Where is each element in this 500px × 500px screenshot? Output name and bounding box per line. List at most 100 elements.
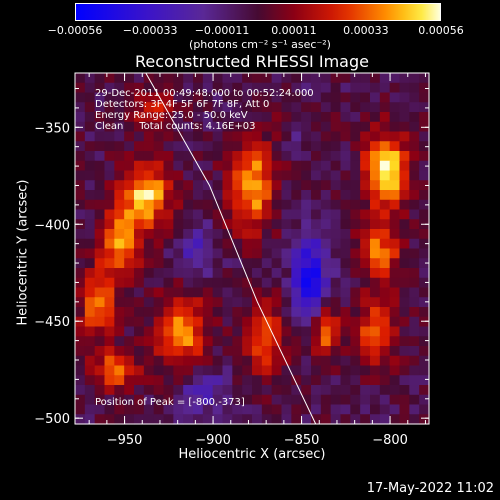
heatmap-cell [222,385,233,396]
heatmap-cell [261,414,273,425]
heatmap-cell [193,297,204,308]
heatmap-cell [173,92,184,103]
heatmap-cell [114,82,125,94]
heatmap-cell [379,82,391,94]
heatmap-cell [409,414,420,425]
heatmap-cell [202,141,214,152]
heatmap-cell [134,73,145,84]
heatmap-cell [301,190,312,201]
heatmap-cell [379,307,391,318]
heatmap-cell [104,326,115,337]
heatmap-cell [153,73,165,84]
heatmap-cell [370,151,381,162]
heatmap-cell [419,346,430,357]
heatmap-cell [173,112,184,123]
heatmap-cell [153,326,165,337]
heatmap-cell [193,229,204,240]
heatmap-cell [261,268,273,279]
heatmap-cell [340,238,351,250]
heatmap-cell [104,121,115,133]
heatmap-cell [134,394,145,406]
heatmap-cell [360,297,371,308]
heatmap-cell [134,180,145,191]
heatmap-cell [340,307,351,318]
heatmap-cell [222,92,233,103]
heatmap-cell [419,316,430,328]
heatmap-cell [389,414,401,425]
heatmap-cell [114,92,125,103]
heatmap-cell [143,268,155,279]
heatmap-cell [360,326,371,337]
heatmap-cell [281,141,292,152]
heatmap-cell [350,385,361,396]
heatmap-cell [360,170,371,181]
heatmap-cell [350,112,361,123]
heatmap-cell [163,199,174,211]
heatmap-cell [94,170,106,181]
heatmap-cell [261,209,273,220]
heatmap-cell [281,268,292,279]
heatmap-cell [183,355,194,367]
heatmap-cell [301,151,312,162]
heatmap-cell [389,365,401,376]
heatmap-cell [291,209,302,220]
heatmap-cell [183,346,194,357]
heatmap-cell [409,82,420,94]
heatmap-cell [399,141,410,152]
heatmap-cell [330,316,342,328]
heatmap-cell [409,336,420,347]
heatmap-cell [232,170,243,181]
heatmap-cell [134,102,145,113]
heatmap-cell [202,238,214,250]
heatmap-cell [261,404,273,415]
heatmap-cell [379,209,391,220]
heatmap-cell [301,92,312,103]
heatmap-cell [301,82,312,94]
heatmap-cell [340,131,351,142]
heatmap-cell [311,346,322,357]
heatmap-cell [330,199,342,211]
heatmap-cell [75,112,86,123]
heatmap-cell [84,170,96,181]
heatmap-cell [193,316,204,328]
heatmap-cell [183,219,194,230]
heatmap-cell [389,346,401,357]
heatmap-cell [183,394,194,406]
heatmap-cell [242,394,253,406]
heatmap-cell [419,180,430,191]
heatmap-cell [242,316,253,328]
heatmap-cell [84,394,96,406]
heatmap-cell [153,141,165,152]
heatmap-cell [222,238,233,250]
heatmap-cell [212,385,224,396]
heatmap-cell [75,199,86,211]
heatmap-cell [360,209,371,220]
heatmap-cell [252,336,263,347]
heatmap-cell [409,385,420,396]
heatmap-cell [291,258,302,269]
heatmap-cell [153,170,165,181]
heatmap-cell [340,336,351,347]
heatmap-cell [370,287,381,298]
heatmap-cell [271,219,283,230]
heatmap-cell [291,248,302,259]
heatmap-cell [242,180,253,191]
heatmap-cell [301,248,312,259]
heatmap-cell [291,102,302,113]
heatmap-cell [153,92,165,103]
heatmap-cell [202,82,214,94]
heatmap-cell [183,209,194,220]
heatmap-cell [389,229,401,240]
heatmap-cell [389,112,401,123]
heatmap-cell [232,404,243,415]
heatmap-cell [143,151,155,162]
heatmap-cell [104,160,115,172]
heatmap-cell [124,414,135,425]
heatmap-cell [360,394,371,406]
heatmap-cell [163,82,174,94]
heatmap-cell [183,326,194,337]
heatmap-cell [75,102,86,113]
heatmap-cell [320,414,332,425]
heatmap-cell [143,229,155,240]
heatmap-cell [301,238,312,250]
